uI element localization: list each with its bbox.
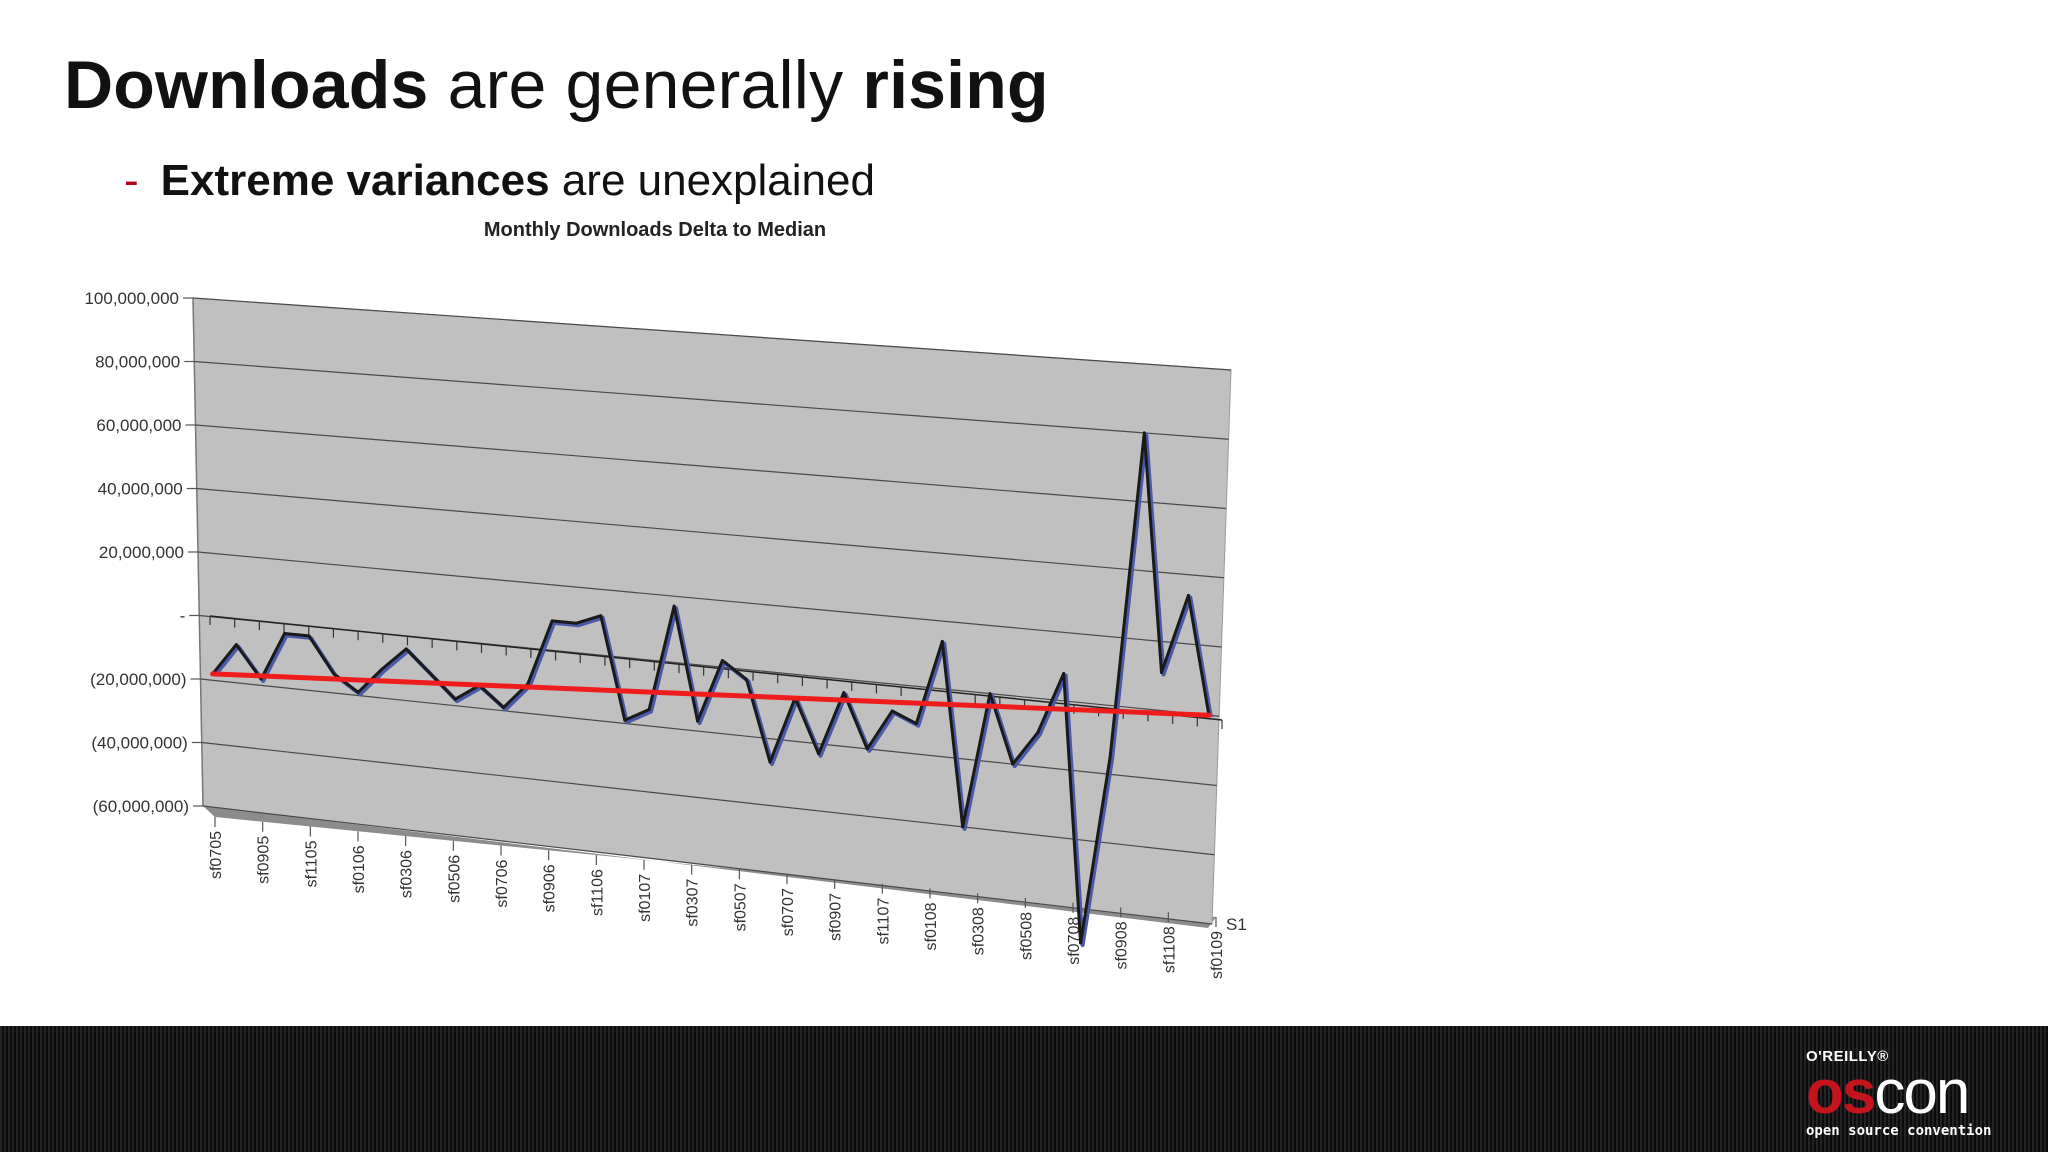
data-point [914,722,918,726]
oscon-wordmark: oscon [1806,1062,2002,1124]
x-tick-label: sf0707 [780,888,797,936]
x-tick-label: sf1108 [1161,926,1178,973]
y-tick-label: (40,000,000) [91,734,187,753]
data-point [1036,731,1040,734]
data-point [1011,762,1015,766]
x-tick-label: sf0507 [732,883,749,931]
x-tick-label: sf1105 [303,840,320,887]
slide-title: Downloads are generally rising [64,46,1049,124]
data-point [890,709,894,713]
title-bold-rising: rising [862,47,1049,123]
data-point [647,708,651,711]
y-tick-label: 80,000,000 [95,353,180,372]
title-middle-text: are generally [428,47,863,123]
x-tick-label: sf0506 [446,855,463,903]
gridline [192,297,1232,371]
y-tick-label: (20,000,000) [90,670,186,689]
y-tick-label: 20,000,000 [99,543,184,562]
trendline [210,671,1212,718]
y-tick-label: 60,000,000 [96,416,181,435]
gridline [194,360,1229,440]
y-tick-label: 40,000,000 [98,480,183,499]
bullet-point: - Extreme variances are unexplained [124,156,875,204]
footer-bar: O'REILLY® oscon open source convention [0,1026,2048,1152]
x-tick-label: sf0705 [208,831,225,879]
x-tick-label: sf1107 [875,898,892,945]
data-point [961,825,965,829]
oreilly-wordmark: O'REILLY® [1806,1048,1889,1065]
gridline [202,805,1213,925]
data-point [1142,431,1146,435]
bullet-bold-text: Extreme variances [160,156,550,204]
title-bold-downloads: Downloads [64,47,429,123]
gridline [201,741,1215,856]
series-line-s1 [211,431,1211,945]
data-point [453,697,457,701]
data-point [940,639,944,643]
data-point [502,706,506,709]
bullet-rest-text: are unexplained [549,156,875,204]
x-tick-label: sf0706 [494,859,511,907]
data-point [356,690,360,694]
x-tick-label: sf0108 [923,902,940,950]
plot-floor [203,806,1216,928]
data-point [429,672,433,676]
data-point [768,760,772,764]
data-point [307,634,311,638]
data-point [988,692,992,696]
oscon-tagline: open source convention [1806,1123,1992,1139]
data-point [574,621,578,625]
data-point [623,718,627,722]
chart-title: Monthly Downloads Delta to Median [484,219,826,241]
data-point [720,659,724,662]
data-point [599,614,603,618]
x-tick-label: sf0308 [971,907,988,955]
x-tick-label: sf0906 [542,864,559,912]
x-tick-label: sf0107 [637,874,654,922]
data-point [1108,755,1112,759]
x-tick-label: sf1106 [589,869,606,916]
x-tick-label: sf0106 [351,845,368,893]
legend-label-s1: S1 [1226,915,1247,934]
oscon-logo: O'REILLY® oscon open source convention [1806,1048,2002,1139]
bullet-dash: - [124,156,139,204]
gridline [197,551,1222,648]
oscon-os: os [1806,1058,1876,1127]
data-point [842,691,846,695]
x-tick-label: sf0905 [256,836,273,884]
data-point [550,619,554,623]
data-point [672,604,676,608]
x-tick-label: sf0508 [1018,912,1035,960]
x-tick-label: sf0307 [685,879,702,927]
data-point [817,752,821,756]
y-tick-label: 100,000,000 [84,289,179,308]
data-point [696,719,700,723]
data-point [1079,941,1083,945]
data-point [234,643,238,647]
gridline [200,678,1217,787]
downloads-chart: Monthly Downloads Delta to Median 100,00… [84,219,1247,979]
data-point [332,672,336,676]
data-point [380,667,384,671]
data-point [283,632,287,635]
y-tick-label: (60,000,000) [93,797,189,816]
oscon-con: con [1874,1058,1970,1127]
data-point [1160,671,1163,674]
data-point [745,678,749,682]
data-point [865,747,869,751]
x-tick-label: sf0306 [399,850,416,898]
x-tick-label: sf0109 [1209,931,1226,979]
data-point [404,647,408,651]
x-tick-label: sf0907 [828,893,845,941]
y-tick-label: - [180,607,186,626]
gridline [196,487,1224,579]
data-point [1186,593,1190,597]
gridline [195,424,1227,510]
data-point [1062,672,1066,675]
x-tick-label: sf0908 [1114,921,1131,969]
